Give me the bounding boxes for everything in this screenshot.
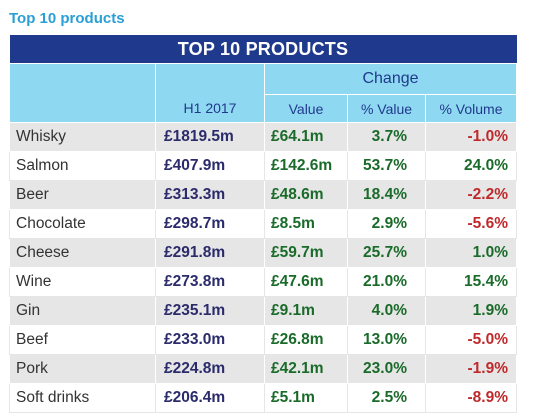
h1-2017-column-header: H1 2017 xyxy=(155,63,265,123)
product-name-cell: Salmon xyxy=(9,151,156,181)
product-name-cell: Whisky xyxy=(9,122,156,152)
h1-2017-cell: £206.4m xyxy=(155,383,265,413)
h1-2017-cell: £273.8m xyxy=(155,267,265,297)
product-name-cell: Gin xyxy=(9,296,156,326)
pct-value-cell: 13.0% xyxy=(347,325,426,355)
table-row: Gin £235.1m £9.1m 4.0% 1.9% xyxy=(9,296,517,326)
table-title: TOP 10 PRODUCTS xyxy=(9,35,517,64)
h1-2017-cell: £1819.5m xyxy=(155,122,265,152)
pct-value-cell: 4.0% xyxy=(347,296,426,326)
product-name-cell: Pork xyxy=(9,354,156,384)
product-name-cell: Chocolate xyxy=(9,209,156,239)
table-row: Wine £273.8m £47.6m 21.0% 15.4% xyxy=(9,267,517,297)
pct-volume-cell: 24.0% xyxy=(425,151,517,181)
h1-2017-cell: £224.8m xyxy=(155,354,265,384)
h1-2017-cell: £291.8m xyxy=(155,238,265,268)
pct-value-cell: 25.7% xyxy=(347,238,426,268)
change-value-cell: £59.7m xyxy=(264,238,348,268)
pct-value-cell: 23.0% xyxy=(347,354,426,384)
product-column-header xyxy=(9,63,156,123)
pct-value-cell: 53.7% xyxy=(347,151,426,181)
table-row: Salmon £407.9m £142.6m 53.7% 24.0% xyxy=(9,151,517,181)
table-row: Soft drinks £206.4m £5.1m 2.5% -8.9% xyxy=(9,383,517,413)
table-row: Pork £224.8m £42.1m 23.0% -1.9% xyxy=(9,354,517,384)
table-row: Whisky £1819.5m £64.1m 3.7% -1.0% xyxy=(9,122,517,152)
pct-volume-cell: -1.9% xyxy=(425,354,517,384)
top-products-table: TOP 10 PRODUCTS H1 2017 Change Value % V… xyxy=(9,35,517,413)
product-name-cell: Soft drinks xyxy=(9,383,156,413)
pct-volume-cell: -5.0% xyxy=(425,325,517,355)
pct-value-cell: 21.0% xyxy=(347,267,426,297)
table-body: Whisky £1819.5m £64.1m 3.7% -1.0% Salmon £407.… xyxy=(9,122,517,413)
h1-2017-cell: £235.1m xyxy=(155,296,265,326)
change-value-cell: £5.1m xyxy=(264,383,348,413)
value-column-header: Value xyxy=(264,94,348,123)
pct-value-cell: 18.4% xyxy=(347,180,426,210)
top-products-table-container: TOP 10 PRODUCTS H1 2017 Change Value % V… xyxy=(9,35,517,413)
pct-volume-cell: 1.9% xyxy=(425,296,517,326)
change-value-cell: £9.1m xyxy=(264,296,348,326)
change-value-cell: £26.8m xyxy=(264,325,348,355)
table-row: Beef £233.0m £26.8m 13.0% -5.0% xyxy=(9,325,517,355)
product-name-cell: Beef xyxy=(9,325,156,355)
h1-2017-cell: £233.0m xyxy=(155,325,265,355)
change-value-cell: £142.6m xyxy=(264,151,348,181)
pct-volume-cell: 1.0% xyxy=(425,238,517,268)
change-value-cell: £8.5m xyxy=(264,209,348,239)
table-row: Cheese £291.8m £59.7m 25.7% 1.0% xyxy=(9,238,517,268)
page-heading: Top 10 products xyxy=(9,10,125,27)
pct-value-cell: 2.9% xyxy=(347,209,426,239)
change-value-cell: £48.6m xyxy=(264,180,348,210)
h1-2017-cell: £298.7m xyxy=(155,209,265,239)
pct-volume-cell: 15.4% xyxy=(425,267,517,297)
pct-volume-cell: -1.0% xyxy=(425,122,517,152)
change-value-cell: £64.1m xyxy=(264,122,348,152)
change-group-header: Change xyxy=(264,63,517,95)
h1-2017-cell: £313.3m xyxy=(155,180,265,210)
pct-value-column-header: % Value xyxy=(347,94,426,123)
product-name-cell: Cheese xyxy=(9,238,156,268)
pct-value-cell: 3.7% xyxy=(347,122,426,152)
product-name-cell: Beer xyxy=(9,180,156,210)
pct-volume-column-header: % Volume xyxy=(425,94,517,123)
table-row: Chocolate £298.7m £8.5m 2.9% -5.6% xyxy=(9,209,517,239)
h1-2017-cell: £407.9m xyxy=(155,151,265,181)
pct-value-cell: 2.5% xyxy=(347,383,426,413)
pct-volume-cell: -5.6% xyxy=(425,209,517,239)
product-name-cell: Wine xyxy=(9,267,156,297)
pct-volume-cell: -2.2% xyxy=(425,180,517,210)
change-value-cell: £42.1m xyxy=(264,354,348,384)
change-value-cell: £47.6m xyxy=(264,267,348,297)
table-row: Beer £313.3m £48.6m 18.4% -2.2% xyxy=(9,180,517,210)
pct-volume-cell: -8.9% xyxy=(425,383,517,413)
